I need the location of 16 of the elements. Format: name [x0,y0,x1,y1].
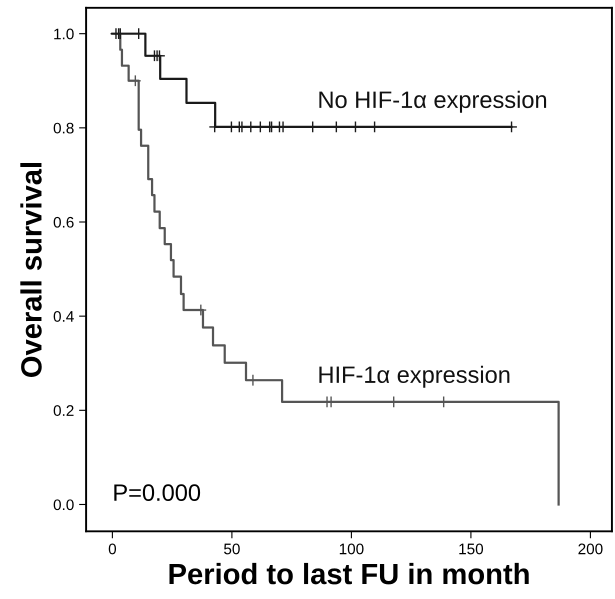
x-tick-label: 50 [224,544,240,554]
x-tick-label: 0 [108,544,116,554]
series-label: No HIF-1α expression [319,90,546,113]
y-axis-title: Overall survival [20,162,42,377]
x-tick-label: 100 [340,544,364,554]
y-tick-label: 0.2 [54,405,74,416]
y-tick-label: 0.0 [54,499,74,510]
x-tick-label: 150 [459,544,484,554]
y-tick-label: 0.8 [54,122,74,134]
x-axis-title: Period to last FU in month [169,562,529,584]
y-tick-label: 0.6 [54,216,74,228]
y-tick-label: 0.4 [54,311,74,322]
series-label: HIF-1α expression [319,366,510,388]
annotation: P=0.000 [114,484,200,502]
y-tick-label: 1.0 [54,28,74,40]
x-tick-label: 200 [578,544,603,554]
